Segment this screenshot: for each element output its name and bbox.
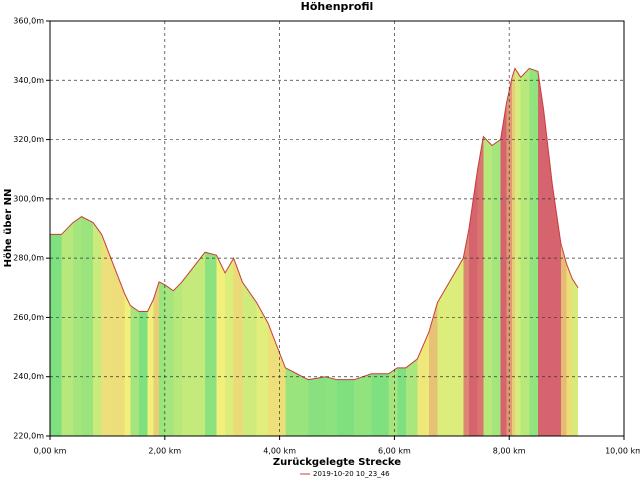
x-tick-label: 6,00 km bbox=[378, 447, 411, 456]
y-tick-label: 300,0m bbox=[13, 194, 44, 203]
x-axis-label: Zurückgelegte Strecke bbox=[273, 457, 401, 468]
y-tick-label: 320,0m bbox=[13, 135, 44, 144]
y-tick-label: 340,0m bbox=[13, 76, 44, 85]
y-tick-label: 280,0m bbox=[13, 254, 44, 263]
chart-title: Höhenprofil bbox=[301, 0, 374, 13]
x-tick-label: 2,00 km bbox=[148, 447, 181, 456]
elevation-line bbox=[50, 67, 579, 381]
x-tick-label: 0,00 km bbox=[34, 447, 67, 456]
y-axis-label: Höhe über NN bbox=[3, 189, 14, 268]
y-tick-label: 260,0m bbox=[13, 313, 44, 322]
y-tick-label: 240,0m bbox=[13, 372, 44, 381]
x-tick-label: 10,00 km bbox=[605, 447, 640, 456]
x-tick-label: 4,00 km bbox=[263, 447, 296, 456]
y-tick-label: 360,0m bbox=[13, 17, 44, 26]
elevation-area bbox=[50, 68, 579, 436]
legend-label: 2019-10-20 10_23_46 bbox=[313, 470, 390, 478]
y-tick-label: 220,0m bbox=[13, 432, 44, 441]
x-tick-label: 8,00 km bbox=[493, 447, 526, 456]
plot-frame bbox=[49, 20, 625, 437]
